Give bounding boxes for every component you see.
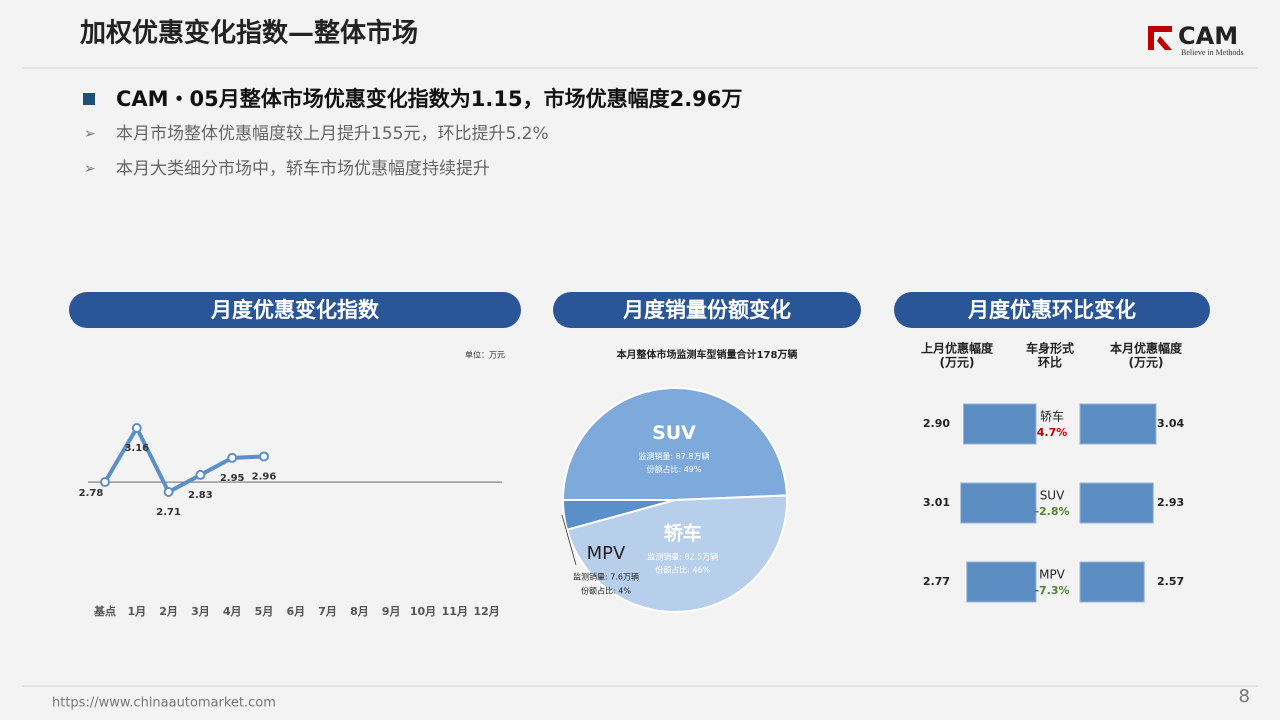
x-tick-label: 1月 (127, 605, 146, 618)
value-label: 2.57 (1157, 575, 1184, 588)
value-label: 2.96 (252, 471, 277, 482)
value-label: 2.93 (1157, 496, 1184, 509)
pie-slice (565, 494, 788, 613)
x-tick-label: 10月 (410, 605, 436, 618)
sub-bullet: 本月大类细分市场中，轿车市场优惠幅度持续提升 (116, 159, 490, 179)
line (103, 426, 265, 494)
sub-marker: ➢ (84, 161, 96, 177)
category-label: 轿车 (1040, 409, 1064, 424)
column-header: 本月优惠幅度 (1110, 341, 1183, 356)
slice-share: 份额占比: 4% (581, 585, 631, 595)
bar (963, 403, 1037, 445)
x-tick-label: 4月 (223, 605, 242, 618)
x-tick-label: 11月 (442, 605, 468, 618)
pie-slice (561, 499, 676, 531)
panel-header (894, 292, 1210, 328)
value-label: 3.16 (124, 443, 149, 454)
x-tick-label: 基点 (93, 604, 116, 618)
bar (966, 561, 1037, 603)
point (131, 423, 142, 433)
page-number: 8 (1239, 686, 1250, 707)
point (163, 487, 174, 497)
main-bullet: CAM・05月整体市场优惠变化指数为1.15，市场优惠幅度2.96万 (116, 87, 742, 111)
x-tick-label: 5月 (255, 605, 274, 618)
point (259, 451, 269, 462)
sub-bullet: 本月市场整体优惠幅度较上月提升155元，环比提升5.2% (116, 124, 549, 144)
bar (1079, 403, 1157, 445)
column-header: (万元) (1129, 356, 1164, 370)
value-label: 2.95 (220, 473, 245, 484)
logo: CAM (1178, 22, 1238, 50)
x-tick-label: 8月 (350, 605, 369, 618)
x-tick-label: 12月 (473, 605, 499, 618)
slice-share: 份额占比: 49% (646, 464, 701, 474)
bar (960, 482, 1037, 524)
column-header: (万元) (940, 356, 975, 370)
value-label: 2.77 (923, 575, 950, 588)
slice-name: 轿车 (664, 521, 702, 544)
point (100, 477, 110, 488)
column-header: 上月优惠幅度 (921, 341, 994, 356)
slice-name: MPV (587, 543, 626, 564)
panel-header (69, 292, 521, 328)
value-label: 2.83 (188, 490, 213, 501)
x-tick-label: 7月 (318, 605, 337, 618)
column-header: 车身形式 (1026, 341, 1074, 356)
leader-line (561, 514, 577, 566)
bullet-marker (83, 93, 95, 105)
bar (1079, 561, 1145, 603)
point (195, 469, 206, 480)
x-tick-label: 9月 (382, 605, 401, 618)
slice-value: 监测销量: 7.6万辆 (573, 571, 639, 581)
value-label: 2.71 (156, 507, 181, 518)
change-label: -2.8% (1034, 505, 1069, 518)
x-tick-label: 3月 (191, 605, 210, 618)
pie-slice (561, 387, 788, 501)
logo-icon (1148, 26, 1172, 50)
panel-title: 月度优惠变化指数 (210, 298, 380, 322)
slide-title: 加权优惠变化指数—整体市场 (80, 18, 418, 49)
slogan: Believe in Methods (1181, 48, 1244, 57)
slice-share: 份额占比: 46% (655, 564, 710, 574)
change-label: 4.7% (1037, 426, 1068, 439)
value-label: 2.78 (79, 488, 104, 499)
point (227, 452, 238, 463)
x-tick-label: 2月 (159, 605, 178, 618)
bar (1079, 482, 1154, 524)
footer-url: https://www.chinaautomarket.com (52, 696, 276, 711)
x-tick-label: 6月 (286, 605, 305, 618)
pie-subtitle: 本月整体市场监测车型销量合计178万辆 (617, 348, 798, 361)
unit-label: 单位：万元 (465, 350, 505, 360)
column-header: 环比 (1038, 355, 1062, 370)
value-label: 3.01 (923, 496, 950, 509)
sub-marker: ➢ (84, 126, 96, 142)
value-label: 3.04 (1157, 417, 1184, 430)
panel-title: 月度销量份额变化 (622, 298, 791, 322)
category-label: MPV (1039, 568, 1066, 582)
category-label: SUV (1040, 489, 1065, 503)
slice-value: 监测销量: 87.8万辆 (638, 451, 709, 461)
change-label: -7.3% (1034, 584, 1069, 597)
slice-name: SUV (652, 422, 696, 444)
panel-title: 月度优惠环比变化 (967, 298, 1136, 322)
slice-value: 监测销量: 82.5万辆 (647, 551, 718, 561)
panel-header (553, 292, 861, 328)
value-label: 2.90 (923, 417, 950, 430)
